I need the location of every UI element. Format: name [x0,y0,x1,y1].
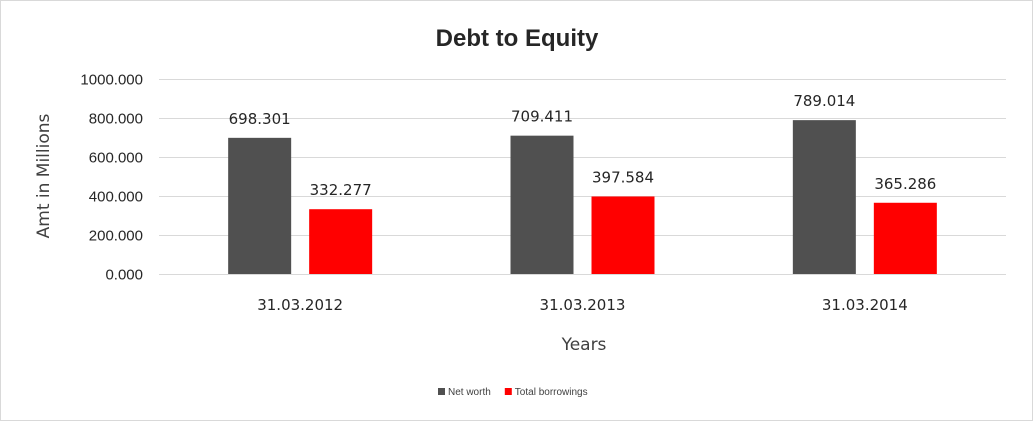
bar-total-borrowings [591,196,655,274]
x-category-label: 31.03.2012 [257,296,343,314]
y-axis-ticks: 0.000 200.000 400.000 600.000 800.000 1000.00… [80,72,143,284]
bar-net-worth [510,135,574,274]
bar-total-borrowings [309,209,373,274]
data-label: 365.286 [874,175,936,193]
chart-title: Debt to Equity [436,25,599,52]
bar-total-borrowings [873,202,937,274]
y-tick-label: 200.000 [89,228,143,245]
y-tick-label: 400.000 [89,189,143,206]
data-label: 397.584 [592,168,654,186]
gridlines [159,79,1006,275]
data-label: 332.277 [310,181,372,199]
legend: Net worth Total borrowings [438,387,588,398]
y-tick-label: 1000.000 [80,72,143,89]
y-tick-label: 800.000 [89,111,143,128]
data-label: 709.411 [511,108,573,126]
data-label: 698.301 [229,110,291,128]
y-tick-label: 600.000 [89,150,143,167]
bar-net-worth [792,120,856,274]
x-axis-title: Years [561,335,607,355]
legend-swatch [504,388,512,395]
legend-label: Total borrowings [515,387,588,398]
legend-swatch [438,388,445,395]
x-axis-categories: 31.03.2012 31.03.2013 31.03.2014 [257,296,908,314]
y-tick-label: 0.000 [105,267,143,284]
data-label: 789.014 [793,92,855,110]
x-category-label: 31.03.2014 [822,296,908,314]
data-labels: 698.301 332.277 709.411 397.584 789.014 365.2… [229,92,937,199]
legend-label: Net worth [448,387,491,398]
bars [228,120,937,274]
x-category-label: 31.03.2013 [540,296,626,314]
bar-net-worth [228,137,292,274]
y-axis-title: Amt in Millions [34,113,54,238]
